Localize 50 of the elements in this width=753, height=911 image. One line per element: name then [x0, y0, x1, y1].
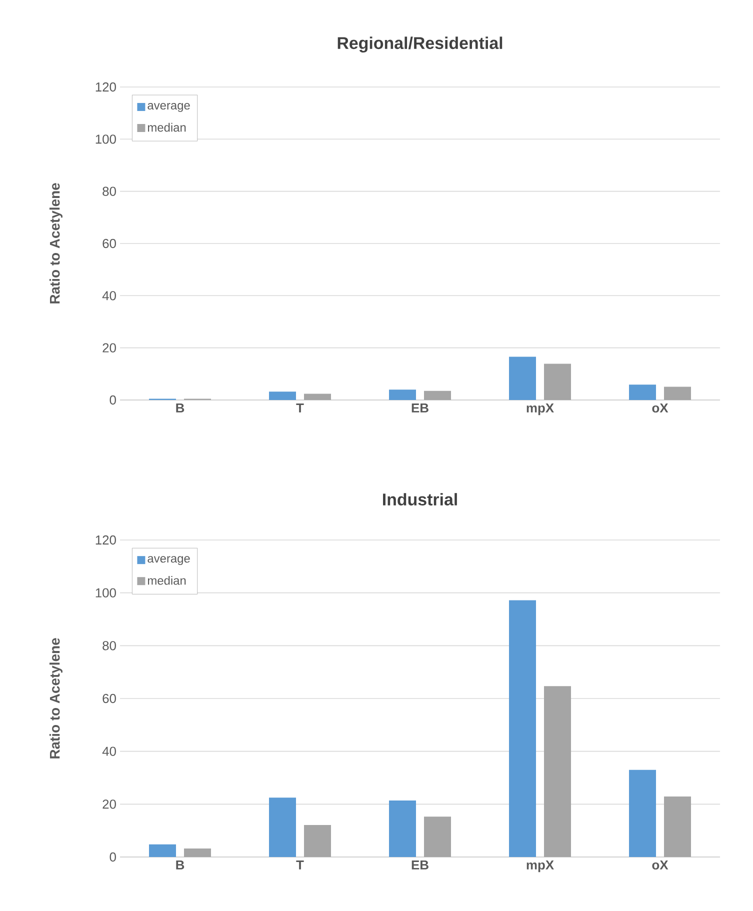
bar [424, 390, 452, 400]
bar [509, 600, 536, 857]
bar [664, 796, 692, 857]
y-tick-label: 20 [102, 343, 116, 352]
bar [184, 848, 212, 857]
y-tick-label: 40 [102, 291, 116, 300]
bar [424, 816, 452, 857]
y-tick-label: 40 [102, 746, 116, 756]
y-tick-label: 20 [102, 800, 116, 809]
x-tick-label: EB [412, 404, 428, 412]
x-tick-label: EB [412, 860, 428, 870]
bar [629, 384, 656, 400]
y-tick-label: 60 [102, 238, 116, 248]
legend-label: median [148, 122, 186, 132]
legend-label: median [148, 576, 186, 585]
x-tick-label: oX [652, 404, 668, 413]
bar [664, 386, 692, 400]
y-tick-label: 80 [102, 641, 116, 650]
bar [509, 356, 536, 400]
bar [304, 394, 332, 400]
chart-title: Regional/Residential [338, 36, 502, 52]
bar [149, 844, 176, 857]
x-tick-label: T [296, 404, 304, 412]
x-tick-label: mpX [526, 860, 554, 872]
bar [389, 390, 416, 400]
x-tick-label: mpX [526, 404, 554, 416]
legend-label: average [148, 556, 190, 566]
x-tick-label: B [176, 860, 184, 870]
bar [389, 800, 416, 857]
y-axis-title: Ratio to Acetylene [49, 638, 62, 758]
y-tick-label: 0 [110, 395, 116, 405]
y-tick-label: 120 [96, 82, 116, 92]
y-tick-label: 60 [102, 694, 116, 704]
bar [544, 686, 572, 857]
chart-title: Industrial [383, 493, 457, 506]
x-tick-label: T [296, 860, 304, 870]
y-tick-label: 0 [110, 852, 116, 862]
y-tick-label: 100 [96, 134, 116, 144]
x-tick-label: oX [652, 860, 668, 870]
y-tick-label: 100 [96, 588, 116, 598]
bar [269, 798, 296, 857]
legend-label: average [148, 103, 190, 112]
y-tick-label: 120 [96, 535, 116, 545]
bar [304, 825, 332, 857]
x-tick-label: B [176, 404, 184, 412]
bar [269, 392, 296, 400]
bar [544, 364, 572, 400]
bar [629, 770, 656, 857]
y-axis-title: Ratio to Acetylene [49, 183, 62, 304]
y-tick-label: 80 [102, 186, 116, 196]
